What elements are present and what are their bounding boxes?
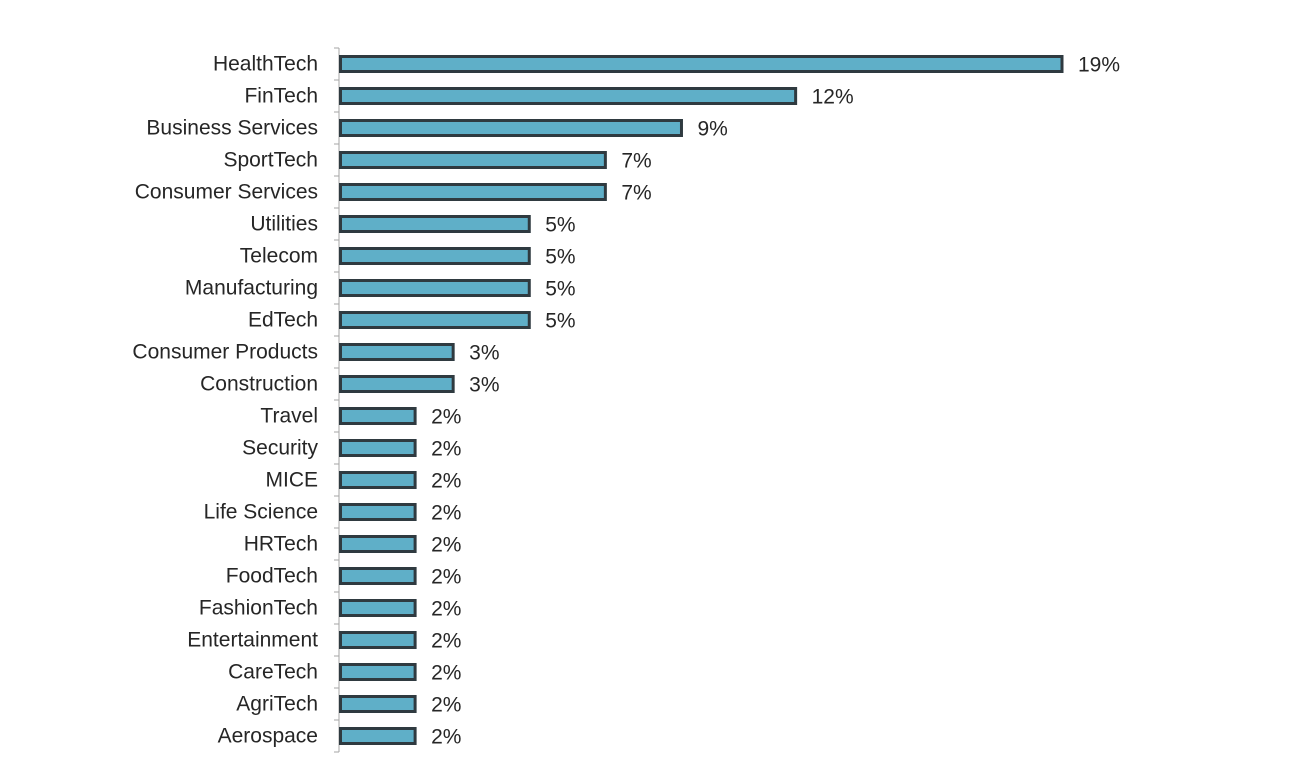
- category-label: Entertainment: [187, 629, 318, 652]
- value-label: 5%: [545, 214, 575, 237]
- bar-caretech: [339, 663, 417, 681]
- value-label: 2%: [431, 566, 461, 589]
- value-label: 2%: [431, 502, 461, 525]
- category-label: Consumer Products: [132, 341, 318, 364]
- category-label: Business Services: [146, 117, 318, 140]
- value-label: 2%: [431, 726, 461, 749]
- value-label: 12%: [812, 86, 854, 109]
- bar-construction: [339, 375, 455, 393]
- bar-consumer-services: [339, 183, 607, 201]
- category-label: SportTech: [223, 149, 318, 172]
- bar-life-science: [339, 503, 417, 521]
- value-label: 5%: [545, 278, 575, 301]
- bars-layer: [339, 55, 1064, 745]
- bar-consumer-products: [339, 343, 455, 361]
- value-label: 2%: [431, 662, 461, 685]
- bar-mice: [339, 471, 417, 489]
- category-label: Security: [242, 437, 318, 460]
- bar-entertainment: [339, 631, 417, 649]
- value-label: 2%: [431, 630, 461, 653]
- category-label: FoodTech: [226, 565, 318, 588]
- category-label: Travel: [260, 405, 318, 428]
- value-label: 2%: [431, 406, 461, 429]
- category-label: Telecom: [240, 245, 318, 268]
- category-label: AgriTech: [236, 693, 318, 716]
- bar-fintech: [339, 87, 798, 105]
- category-label: Aerospace: [218, 725, 318, 748]
- bar-travel: [339, 407, 417, 425]
- value-label: 2%: [431, 470, 461, 493]
- category-label: Consumer Services: [135, 181, 318, 204]
- value-label: 19%: [1078, 54, 1120, 77]
- category-label: Manufacturing: [185, 277, 318, 300]
- bar-edtech: [339, 311, 531, 329]
- category-label: Utilities: [250, 213, 318, 236]
- value-label: 5%: [545, 310, 575, 333]
- value-label: 3%: [469, 374, 499, 397]
- value-label: 3%: [469, 342, 499, 365]
- bar-business-services: [339, 119, 683, 137]
- bar-fashiontech: [339, 599, 417, 617]
- category-label: Life Science: [204, 501, 318, 524]
- value-labels: 19% 12% 9% 7% 7% 5% 5% 5% 5% 3% 3% 2% 2% 2% 2% 2% 2% 2% 2%…: [431, 54, 1120, 749]
- category-label: MICE: [266, 469, 319, 492]
- bar-utilities: [339, 215, 531, 233]
- category-label: EdTech: [248, 309, 318, 332]
- category-labels: HealthTech FinTech Business Services SportT…: [132, 53, 318, 748]
- category-label: HRTech: [244, 533, 318, 556]
- value-label: 2%: [431, 694, 461, 717]
- category-label: HealthTech: [213, 53, 318, 76]
- bar-security: [339, 439, 417, 457]
- bar-manufacturing: [339, 279, 531, 297]
- value-label: 2%: [431, 438, 461, 461]
- value-label: 2%: [431, 598, 461, 621]
- bar-agritech: [339, 695, 417, 713]
- bar-sporttech: [339, 151, 607, 169]
- bar-hrtech: [339, 535, 417, 553]
- value-label: 5%: [545, 246, 575, 269]
- category-label: Construction: [200, 373, 318, 396]
- bar-telecom: [339, 247, 531, 265]
- value-label: 7%: [621, 182, 651, 205]
- axis-layer: [334, 47, 340, 753]
- category-label: CareTech: [228, 661, 318, 684]
- value-label: 9%: [697, 118, 727, 141]
- bar-healthtech: [339, 55, 1064, 73]
- category-label: FashionTech: [199, 597, 318, 620]
- value-label: 2%: [431, 534, 461, 557]
- bar-aerospace: [339, 727, 417, 745]
- value-label: 7%: [621, 150, 651, 173]
- category-label: FinTech: [244, 85, 318, 108]
- bar-foodtech: [339, 567, 417, 585]
